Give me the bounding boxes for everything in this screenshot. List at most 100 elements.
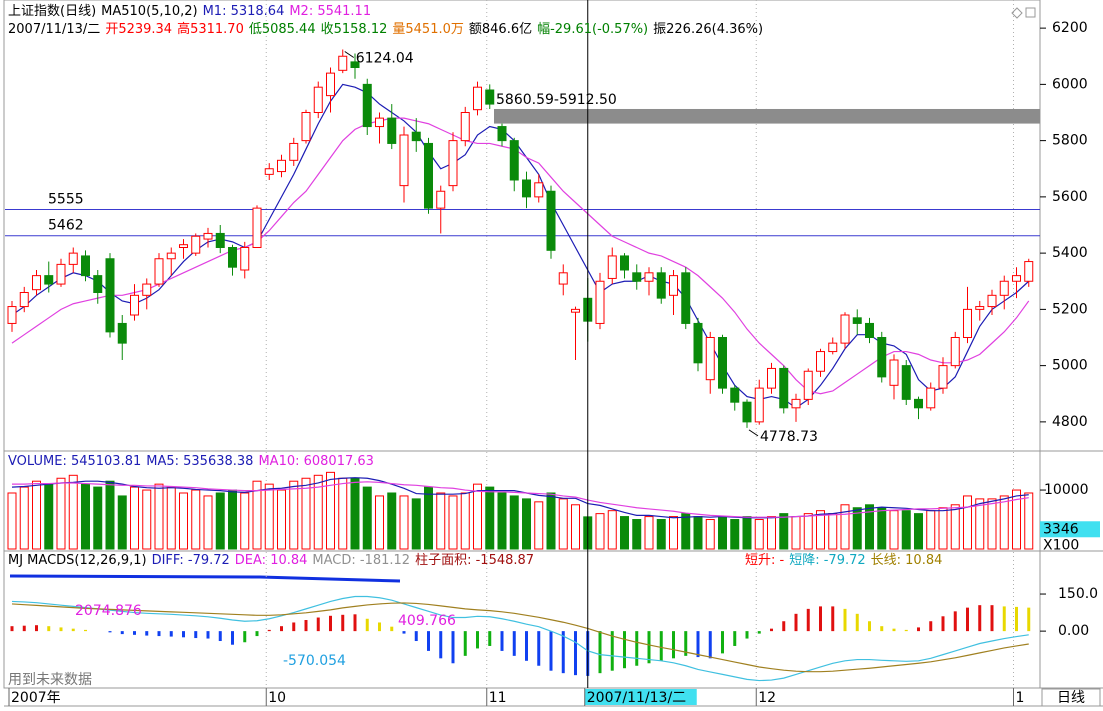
volume-bar [865,504,874,550]
volume-bar [693,516,703,550]
info-field: 量5451.0万 [392,22,464,37]
candle-body [558,272,568,285]
candle-body [497,126,507,142]
candle-body [571,308,580,313]
candle-body [56,263,66,285]
volume-bar [338,477,348,550]
candle-body [963,308,972,338]
legend-entry: DIFF: -79.72 [151,553,230,568]
legend-entry: MA10: 608017.63 [258,454,374,469]
ma-line [11,117,1030,395]
volume-bar [546,492,556,550]
volume-bar [656,519,666,550]
candle-body [313,86,323,113]
volume-bar [264,483,274,550]
candle-body [926,387,936,409]
x-tick-label: 12 [758,690,776,706]
volume-ma-line [11,477,1029,519]
candle-body [81,255,90,277]
volume-bar [289,480,299,550]
legend-entry: MACD: -181.12 [312,553,411,568]
y-tick-label: 5800 [1052,133,1088,149]
price-info: 2007/11/13/二 开5239.34 高5311.70 低5085.44 收515… [8,22,768,38]
volume-bar [350,477,360,550]
cursor-date-box [584,689,697,705]
candle-body [117,322,127,344]
legend-entry: MJ MACDS(12,26,9,1) [8,553,147,568]
volume-bar [326,471,335,550]
volume-bar [142,489,152,550]
candle-body [326,72,335,97]
volume-bar [987,498,997,550]
volume-bar [375,495,384,550]
candle-body [595,280,605,324]
volume-bar [424,486,433,550]
candle-body [264,168,274,175]
candle-body [105,258,115,333]
volume-bar [644,516,654,550]
y-tick-label: 150.0 [1058,586,1098,602]
candle-body [375,117,384,128]
volume-bar [436,492,446,550]
chart-title: 上证指数(日线) [8,4,97,19]
volume-bar [117,495,127,550]
candle-body [301,112,311,142]
area-label: 2074.876 [75,603,142,619]
volume-bar [522,498,531,550]
candle-body [865,322,874,338]
candle-body [681,272,691,324]
volume-bar [632,519,642,550]
volume-bar [81,483,90,550]
candle-body [191,235,201,254]
volume-bar [950,504,960,550]
candle-body [93,275,103,293]
candle-body [620,255,629,271]
volume-bar [718,516,727,550]
candle-body [840,314,850,344]
icon-square [1025,7,1036,18]
volume-bar [399,495,409,550]
y-tick-label: 5400 [1052,245,1088,261]
annotation-label: 6124.04 [356,50,414,66]
candle-body [166,252,176,260]
y-tick-label: 6000 [1052,76,1088,92]
volume-bar [669,516,678,550]
candle-body [179,244,188,248]
candle-body [350,61,360,68]
volume-bar [938,507,948,550]
y-tick-label: 6200 [1052,20,1088,36]
candle-body [828,342,838,353]
candle-body [607,255,617,279]
y-tick-label: 5600 [1052,189,1088,205]
candle-body [154,258,164,285]
candle-body [130,294,139,316]
candle-body [460,112,470,142]
candle-body [289,142,299,161]
volume-bar [362,486,372,550]
annotation-arrow [748,429,759,437]
volume-bar [460,492,470,550]
candle-body [816,351,825,372]
y-tick-label: 5200 [1052,301,1088,317]
volume-bar [791,516,801,550]
area-label: -570.054 [283,653,346,669]
candle-body [424,142,433,209]
volume-bar [963,495,972,550]
legend-entry: DEA: 10.84 [234,553,308,568]
candle-body [215,232,225,248]
volume-bar [534,501,544,550]
candle-body [411,131,421,142]
candle-body [252,207,262,248]
volume-bar [828,513,838,550]
legend-entry: VOLUME: 545103.81 [8,454,142,469]
x-tick-label: 1 [1016,690,1025,706]
volume-bar [1024,492,1034,550]
info-field: 幅-29.61(-0.57%) [537,22,649,37]
legend-entry: M2: 5541.11 [289,4,372,19]
candle-body [522,179,531,198]
legend-entry: 短升: - [745,553,785,568]
candle-body [938,365,948,389]
volume-bar [742,516,752,550]
candle-body [656,272,666,299]
indicator-name: MA510(5,10,2) [101,4,198,19]
